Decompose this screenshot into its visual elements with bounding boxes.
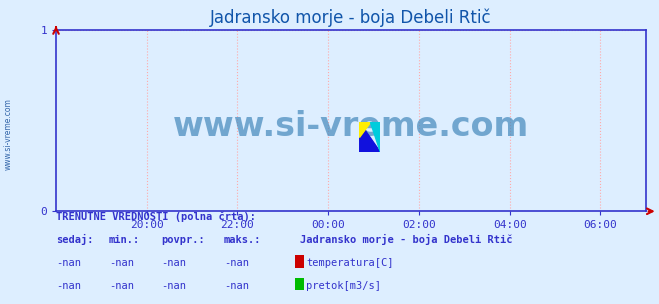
Title: Jadransko morje - boja Debeli Rtič: Jadransko morje - boja Debeli Rtič [210,9,492,27]
Polygon shape [370,122,380,152]
Text: pretok[m3/s]: pretok[m3/s] [306,281,382,291]
Text: TRENUTNE VREDNOSTI (polna črta):: TRENUTNE VREDNOSTI (polna črta): [56,212,256,223]
Text: www.si-vreme.com: www.si-vreme.com [173,110,529,143]
Text: -nan: -nan [56,281,81,291]
Text: -nan: -nan [109,281,134,291]
Text: Jadransko morje - boja Debeli Rtič: Jadransko morje - boja Debeli Rtič [300,234,512,245]
Text: -nan: -nan [56,258,81,268]
Polygon shape [359,122,370,137]
Text: -nan: -nan [224,258,249,268]
Text: min.:: min.: [109,235,140,245]
Text: sedaj:: sedaj: [56,234,94,245]
Text: -nan: -nan [224,281,249,291]
Text: maks.:: maks.: [224,235,262,245]
Text: -nan: -nan [161,258,186,268]
Text: temperatura[C]: temperatura[C] [306,258,394,268]
Text: www.si-vreme.com: www.si-vreme.com [3,98,13,170]
Text: povpr.:: povpr.: [161,235,205,245]
Polygon shape [359,122,380,152]
Text: -nan: -nan [161,281,186,291]
Text: -nan: -nan [109,258,134,268]
